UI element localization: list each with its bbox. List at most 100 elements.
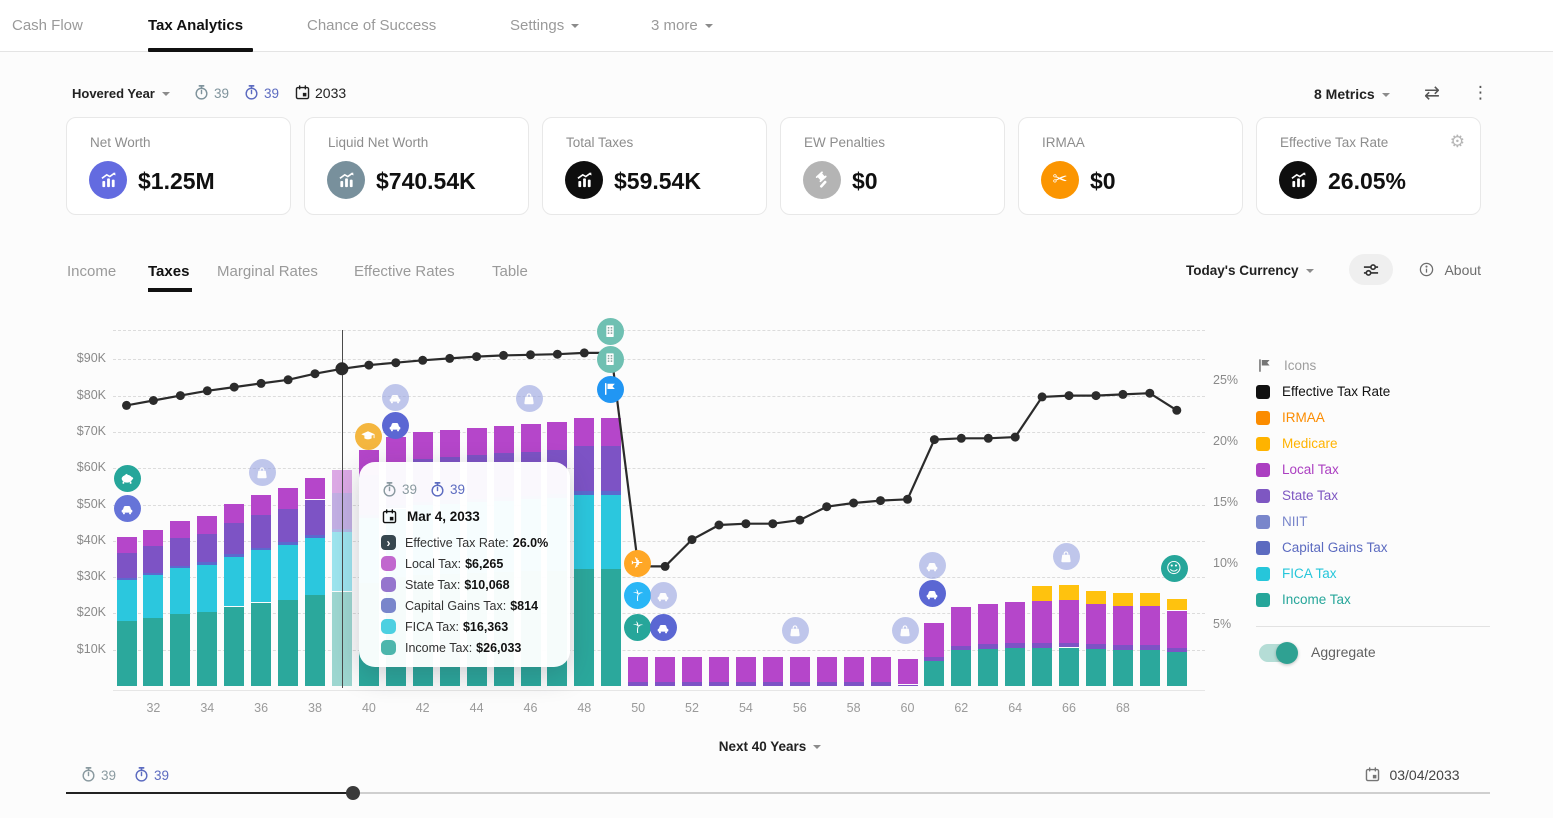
- legend-entry[interactable]: Effective Tax Rate: [1256, 384, 1390, 399]
- palm-marker-icon[interactable]: [623, 613, 651, 641]
- bar-segment[interactable]: [951, 606, 972, 646]
- gear-icon[interactable]: ⚙: [1449, 132, 1465, 152]
- legend-entry[interactable]: Local Tax: [1256, 462, 1339, 477]
- bar-segment[interactable]: [143, 529, 164, 547]
- bar-segment[interactable]: [762, 657, 783, 683]
- timeline-slider[interactable]: [66, 786, 1490, 800]
- bar-segment[interactable]: [1112, 649, 1133, 686]
- car-marker-icon[interactable]: [381, 383, 409, 411]
- bar-segment[interactable]: [116, 537, 137, 553]
- metric-card-liquid-net-worth[interactable]: Liquid Net Worth $740.54K: [304, 117, 529, 215]
- bar-segment[interactable]: [197, 562, 218, 565]
- bar-segment[interactable]: [170, 566, 191, 569]
- chart-settings-button[interactable]: [1349, 254, 1393, 285]
- grad-cap-marker-icon[interactable]: [354, 422, 382, 450]
- bar-segment[interactable]: [305, 594, 325, 686]
- bar-segment[interactable]: [547, 422, 568, 450]
- bar-segment[interactable]: [1139, 605, 1160, 645]
- bar-segment[interactable]: [251, 547, 272, 551]
- bar-segment[interactable]: [574, 495, 595, 569]
- bar-segment[interactable]: [762, 682, 783, 686]
- bar-segment[interactable]: [655, 657, 676, 683]
- bar-segment[interactable]: [305, 477, 325, 500]
- bar-segment[interactable]: [1166, 651, 1187, 686]
- bar-segment[interactable]: [870, 682, 891, 686]
- bar-segment[interactable]: [1086, 604, 1106, 645]
- bar-segment[interactable]: [170, 568, 191, 614]
- bar-segment[interactable]: [143, 617, 164, 686]
- bag-marker-icon[interactable]: [891, 616, 919, 644]
- bar-segment[interactable]: [843, 657, 864, 683]
- bar-segment[interactable]: [789, 657, 810, 683]
- bar-segment[interactable]: [1139, 593, 1160, 606]
- bar-segment[interactable]: [1086, 590, 1106, 604]
- bar-segment[interactable]: [978, 648, 999, 686]
- bar-segment[interactable]: [1139, 649, 1160, 686]
- car-marker-icon[interactable]: [113, 494, 141, 522]
- bar-segment[interactable]: [170, 520, 191, 539]
- plane-marker-icon[interactable]: ✈: [623, 549, 651, 577]
- piggy-marker-icon[interactable]: [113, 464, 141, 492]
- bar-segment[interactable]: [116, 621, 137, 686]
- nav-settings[interactable]: Settings: [510, 17, 580, 34]
- bar-segment[interactable]: [278, 488, 299, 509]
- nav-chance-of-success[interactable]: Chance of Success: [307, 17, 437, 34]
- bar-segment[interactable]: [1112, 605, 1133, 645]
- bar-segment[interactable]: [251, 550, 272, 603]
- metric-card-irmaa[interactable]: IRMAA ✂ $0: [1018, 117, 1243, 215]
- bar-segment[interactable]: [1086, 649, 1106, 686]
- flag-marker-icon[interactable]: [596, 375, 624, 403]
- metric-card-total-taxes[interactable]: Total Taxes $59.54K: [542, 117, 767, 215]
- bar-segment[interactable]: [601, 495, 622, 569]
- bar-segment[interactable]: [1032, 642, 1053, 648]
- bar-segment[interactable]: [143, 546, 164, 573]
- bar-segment[interactable]: [735, 657, 756, 683]
- bar-segment[interactable]: [924, 622, 945, 658]
- bar-segment[interactable]: [1005, 643, 1026, 648]
- bar-segment[interactable]: [1112, 593, 1133, 606]
- legend-entry[interactable]: Medicare: [1256, 436, 1338, 451]
- car-marker-icon[interactable]: [381, 411, 409, 439]
- car-marker-icon[interactable]: [918, 579, 946, 607]
- bag-marker-icon[interactable]: [248, 458, 276, 486]
- bar-segment[interactable]: [170, 613, 191, 686]
- swap-metrics-icon[interactable]: ⇄: [1424, 82, 1440, 104]
- bar-segment[interactable]: [224, 523, 245, 555]
- aggregate-toggle[interactable]: [1259, 642, 1298, 664]
- hovered-year-dropdown[interactable]: Hovered Year: [72, 85, 170, 103]
- bar-segment[interactable]: [574, 446, 595, 492]
- tab-taxes[interactable]: Taxes: [148, 263, 190, 280]
- kebab-menu-icon[interactable]: ⋮: [1472, 83, 1489, 103]
- nav-cash-flow[interactable]: Cash Flow: [12, 17, 83, 34]
- bar-segment[interactable]: [1059, 585, 1079, 600]
- bar-segment[interactable]: [224, 606, 245, 686]
- bar-segment[interactable]: [251, 495, 272, 516]
- bar-segment[interactable]: [897, 659, 918, 685]
- range-dropdown[interactable]: Next 40 Years: [690, 739, 850, 754]
- bar-segment[interactable]: [439, 430, 460, 458]
- legend-entry[interactable]: State Tax: [1256, 488, 1338, 503]
- bar-segment[interactable]: [601, 568, 622, 686]
- bar-segment[interactable]: [278, 509, 299, 543]
- bar-segment[interactable]: [789, 682, 810, 686]
- tab-table[interactable]: Table: [492, 263, 528, 280]
- tab-marginal-rates[interactable]: Marginal Rates: [217, 263, 318, 280]
- bar-segment[interactable]: [897, 684, 918, 686]
- bar-segment[interactable]: [1032, 647, 1053, 686]
- bar-segment[interactable]: [574, 417, 595, 446]
- bar-segment[interactable]: [520, 424, 541, 452]
- building-marker-icon[interactable]: [596, 345, 624, 373]
- bar-segment[interactable]: [816, 682, 837, 686]
- legend-entry[interactable]: Income Tax: [1256, 592, 1351, 607]
- bar-segment[interactable]: [682, 657, 702, 683]
- bar-segment[interactable]: [924, 660, 945, 686]
- bag-marker-icon[interactable]: [781, 616, 809, 644]
- bar-segment[interactable]: [197, 516, 218, 534]
- bar-segment[interactable]: [951, 649, 972, 686]
- bar-segment[interactable]: [385, 436, 406, 463]
- bar-segment[interactable]: [951, 645, 972, 650]
- bar-segment[interactable]: [197, 611, 218, 686]
- bar-segment[interactable]: [251, 515, 272, 548]
- bar-segment[interactable]: [197, 533, 218, 563]
- bar-segment[interactable]: [735, 682, 756, 686]
